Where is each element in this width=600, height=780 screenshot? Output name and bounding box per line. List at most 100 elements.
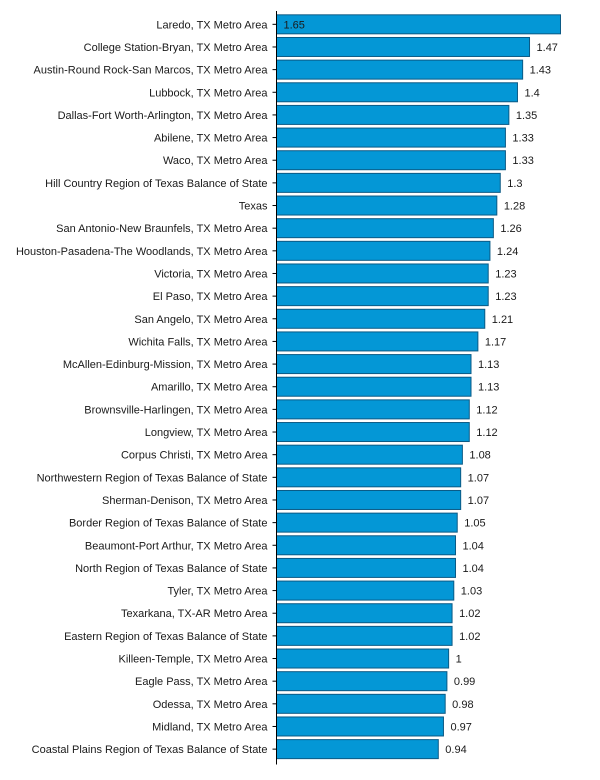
data-label: 1.33 [512, 133, 533, 145]
y-tick-label: San Angelo, TX Metro Area [134, 314, 268, 326]
bar [276, 59, 524, 80]
bar [276, 376, 472, 397]
data-label: 0.97 [450, 721, 471, 733]
data-label: 1.12 [476, 427, 497, 439]
y-tick-label: Texarkana, TX-AR Metro Area [121, 608, 268, 620]
data-label: 1.4 [524, 87, 539, 99]
y-tick-label: Eastern Region of Texas Balance of State [64, 631, 267, 643]
y-tick-label: Lubbock, TX Metro Area [149, 87, 268, 99]
bar [276, 127, 506, 148]
bar [276, 648, 450, 669]
category-labels-group: Laredo, TX Metro Area College Station-Bry… [16, 19, 268, 756]
data-label: 1 [456, 654, 462, 666]
data-label: 1.08 [469, 450, 490, 462]
y-tick-label: Longview, TX Metro Area [145, 427, 269, 439]
bar [276, 557, 457, 578]
bar [276, 580, 455, 601]
y-tick-label: Dallas-Fort Worth-Arlington, TX Metro Ar… [58, 110, 269, 122]
y-tick-label: Border Region of Texas Balance of State [69, 518, 268, 530]
y-tick-label: Brownsville-Harlingen, TX Metro Area [84, 404, 268, 416]
data-label: 1.3 [507, 178, 522, 190]
y-tick-label: Victoria, TX Metro Area [154, 268, 268, 280]
bar [276, 14, 561, 35]
y-tick-label: Midland, TX Metro Area [152, 721, 268, 733]
bar [276, 36, 531, 57]
bar [276, 354, 472, 375]
data-label: 1.07 [468, 495, 489, 507]
y-tick-label: Hill Country Region of Texas Balance of … [45, 178, 267, 190]
y-tick-label: College Station-Bryan, TX Metro Area [84, 42, 269, 54]
bar [276, 399, 470, 420]
bar [276, 82, 518, 103]
bar [276, 104, 510, 125]
data-label: 1.07 [468, 472, 489, 484]
data-label: 1.21 [492, 314, 513, 326]
y-tick-label: Killeen-Temple, TX Metro Area [119, 654, 269, 666]
y-tick-label: Odessa, TX Metro Area [153, 699, 269, 711]
y-tick-label: Coastal Plains Region of Texas Balance o… [32, 744, 268, 756]
y-tick-label: Laredo, TX Metro Area [156, 19, 268, 31]
data-label: 0.99 [454, 676, 475, 688]
y-tick-label: North Region of Texas Balance of State [75, 563, 267, 575]
data-label: 1.28 [504, 201, 525, 213]
bar [276, 150, 506, 171]
y-tick-label: Northwestern Region of Texas Balance of … [37, 472, 268, 484]
data-labels-group: 1.65 1.47 1.43 1.4 1.35 1.33 1.33 1.3 1.28 1.26 1.… [284, 19, 558, 756]
y-tick-label: Eagle Pass, TX Metro Area [135, 676, 268, 688]
bar [276, 671, 448, 692]
data-label: 1.24 [497, 246, 518, 258]
data-label: 1.43 [530, 65, 551, 77]
bar [276, 195, 498, 216]
bar [276, 512, 458, 533]
data-label: 0.94 [445, 744, 466, 756]
bars-group [276, 14, 561, 760]
y-tick-label: El Paso, TX Metro Area [153, 291, 269, 303]
data-label: 1.17 [485, 336, 506, 348]
data-label: 1.04 [463, 563, 484, 575]
bar [276, 625, 453, 646]
data-label: 1.35 [516, 110, 537, 122]
bar [276, 739, 439, 760]
y-tick-label: Amarillo, TX Metro Area [151, 382, 268, 394]
data-label: 1.12 [476, 404, 497, 416]
bar [276, 693, 446, 714]
data-label: 1.04 [463, 540, 484, 552]
bar [276, 308, 486, 329]
bar [276, 489, 462, 510]
y-tick-label: Tyler, TX Metro Area [167, 586, 268, 598]
data-label: 1.03 [461, 586, 482, 598]
y-tick-label: Abilene, TX Metro Area [154, 133, 268, 145]
bar [276, 331, 479, 352]
data-label: 1.23 [495, 268, 516, 280]
y-tick-label: Sherman-Denison, TX Metro Area [102, 495, 268, 507]
data-label: 1.33 [512, 155, 533, 167]
bar [276, 240, 491, 261]
data-label: 1.13 [478, 359, 499, 371]
y-tick-label: Beaumont-Port Arthur, TX Metro Area [85, 540, 268, 552]
bar [276, 263, 489, 284]
tick-marks-group [272, 23, 277, 750]
y-tick-label: Corpus Christi, TX Metro Area [121, 450, 268, 462]
bar [276, 603, 453, 624]
bar [276, 422, 470, 443]
bar [276, 286, 489, 307]
data-label: 1.65 [284, 19, 305, 31]
y-tick-label: Austin-Round Rock-San Marcos, TX Metro A… [34, 65, 269, 77]
bar [276, 716, 444, 737]
data-label: 1.02 [459, 608, 480, 620]
bar [276, 444, 463, 465]
y-tick-label: Houston-Pasadena-The Woodlands, TX Metro… [16, 246, 268, 258]
data-label: 1.47 [537, 42, 558, 54]
data-label: 1.26 [500, 223, 521, 235]
y-tick-label: Texas [239, 201, 268, 213]
data-label: 1.13 [478, 382, 499, 394]
y-tick-label: San Antonio-New Braunfels, TX Metro Area [56, 223, 268, 235]
data-label: 0.98 [452, 699, 473, 711]
bar [276, 172, 501, 193]
y-tick-label: McAllen-Edinburg-Mission, TX Metro Area [63, 359, 268, 371]
y-tick-label: Wichita Falls, TX Metro Area [128, 336, 268, 348]
bar [276, 218, 494, 239]
data-label: 1.05 [464, 518, 485, 530]
y-tick-label: Waco, TX Metro Area [163, 155, 268, 167]
